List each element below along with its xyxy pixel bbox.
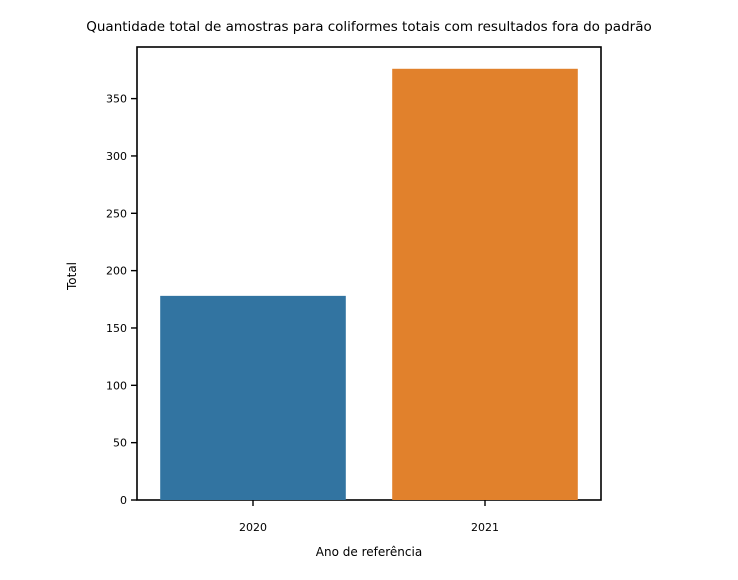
- y-tick-label: 200: [106, 265, 127, 278]
- y-tick-label: 0: [120, 494, 127, 507]
- y-axis-title: Total: [65, 262, 79, 291]
- x-tick-label: 2020: [239, 521, 267, 534]
- y-tick-label: 350: [106, 93, 127, 106]
- y-tick-label: 250: [106, 207, 127, 220]
- y-axis: 0 50 100 150 200 250 300 350: [106, 93, 137, 507]
- x-axis: 2020 2021: [239, 500, 499, 534]
- chart-title: Quantidade total de amostras para colifo…: [86, 19, 651, 35]
- bar-2020: [160, 295, 346, 500]
- y-tick-label: 50: [113, 437, 127, 450]
- y-tick-label: 100: [106, 379, 127, 392]
- y-tick-label: 150: [106, 322, 127, 335]
- bars-group: [160, 68, 578, 501]
- x-axis-title: Ano de referência: [316, 545, 422, 559]
- bar-2021: [392, 68, 578, 501]
- x-tick-label: 2021: [471, 521, 499, 534]
- y-tick-label: 300: [106, 150, 127, 163]
- plot-area-frame: [136, 46, 602, 501]
